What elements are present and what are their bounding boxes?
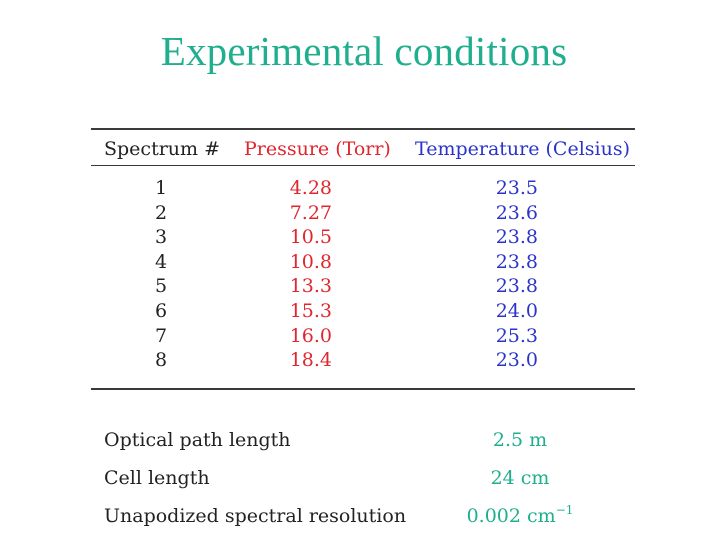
- parameter-value: 24 cm: [490, 467, 550, 489]
- parameter-value: 2.5 m: [492, 429, 548, 451]
- spectrum-number-cell: 8: [154, 349, 168, 372]
- temperature-cell: 25.3: [495, 324, 538, 347]
- parameter-value: 0.002 cm: [466, 505, 556, 527]
- parameter-row-optical-path: Optical path length 2.5 m: [0, 428, 720, 458]
- pressure-cell: 7.27: [289, 201, 332, 224]
- parameter-row-cell-length: Cell length 24 cm: [0, 466, 720, 496]
- spectrum-number-cell: 7: [154, 324, 168, 347]
- pressure-cell: 10.8: [289, 250, 332, 273]
- table-bottom-rule: [91, 388, 635, 390]
- spectrum-number-cell: 1: [154, 177, 168, 199]
- pressure-cell: 4.28: [289, 177, 332, 199]
- pressure-cell: 18.4: [289, 349, 332, 372]
- temperature-cell: 23.8: [495, 250, 538, 273]
- table-row: 5 13.3 23.8: [0, 274, 720, 299]
- parameter-row-spectral-resolution: Unapodized spectral resolution 0.002 cm−…: [0, 504, 720, 534]
- table-body: 1 4.28 23.5 2 7.27 23.6 3 10.5 23.8 4 10…: [0, 176, 720, 373]
- spectrum-number-cell: 2: [154, 201, 168, 224]
- spectrum-number-cell: 6: [154, 299, 168, 322]
- parameter-label: Cell length: [104, 467, 210, 489]
- parameter-value-with-unit: 0.002 cm−1: [440, 504, 600, 528]
- temperature-cell: 23.0: [495, 349, 538, 372]
- parameter-unit-exponent: −1: [555, 503, 574, 517]
- spectrum-number-cell: 3: [154, 226, 168, 249]
- table-header-rule: [91, 165, 635, 166]
- temperature-cell: 24.0: [495, 299, 538, 322]
- pressure-cell: 13.3: [289, 275, 332, 298]
- column-header-temperature: Temperature (Celsius): [415, 138, 631, 160]
- temperature-cell: 23.5: [495, 177, 538, 199]
- table-row: 3 10.5 23.8: [0, 225, 720, 250]
- spectrum-number-cell: 5: [154, 275, 168, 298]
- parameter-label: Optical path length: [104, 429, 291, 451]
- spectrum-number-cell: 4: [154, 250, 168, 273]
- page-title: Experimental conditions: [160, 28, 568, 74]
- table-top-rule: [91, 128, 635, 130]
- table-row: 2 7.27 23.6: [0, 201, 720, 226]
- table-row: 6 15.3 24.0: [0, 299, 720, 324]
- temperature-cell: 23.6: [495, 201, 538, 224]
- table-row: 8 18.4 23.0: [0, 348, 720, 373]
- temperature-cell: 23.8: [495, 275, 538, 298]
- column-header-pressure: Pressure (Torr): [244, 138, 391, 160]
- table-row: 4 10.8 23.8: [0, 250, 720, 275]
- pressure-cell: 10.5: [289, 226, 332, 249]
- pressure-cell: 15.3: [289, 299, 332, 322]
- pressure-cell: 16.0: [289, 324, 332, 347]
- table-row: 1 4.28 23.5: [0, 176, 720, 201]
- parameter-label: Unapodized spectral resolution: [104, 505, 407, 527]
- column-header-spectrum: Spectrum #: [104, 138, 220, 160]
- temperature-cell: 23.8: [495, 226, 538, 249]
- table-row: 7 16.0 25.3: [0, 324, 720, 349]
